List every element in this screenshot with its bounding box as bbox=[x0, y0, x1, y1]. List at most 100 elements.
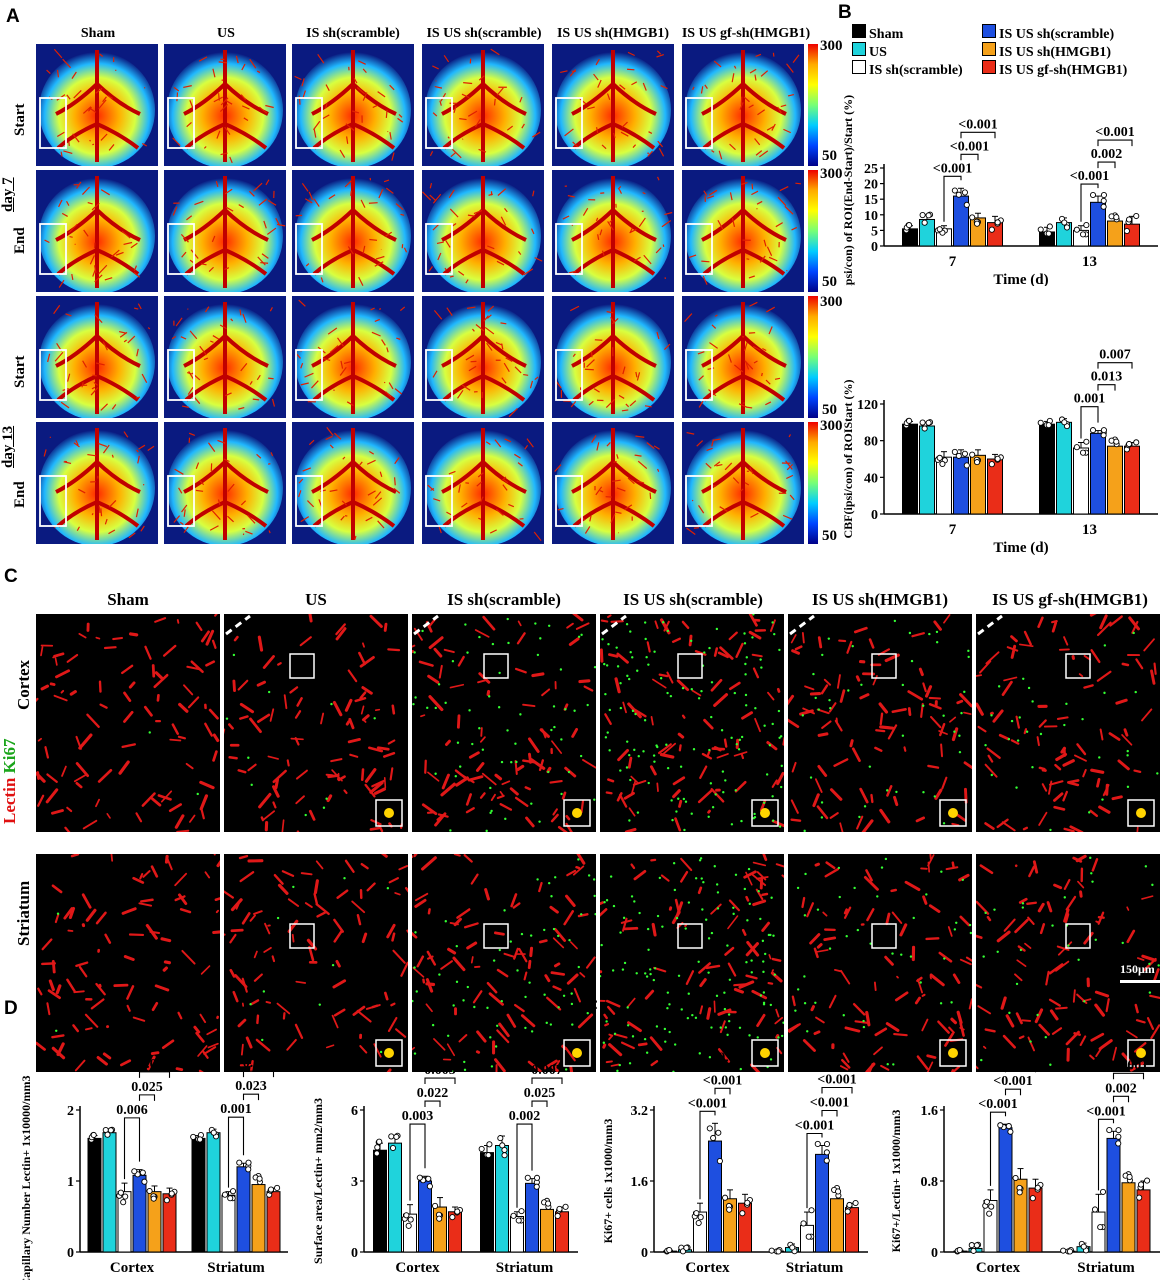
significance-bracket bbox=[1112, 1095, 1130, 1103]
legend-label: US bbox=[869, 45, 887, 60]
data-point bbox=[988, 461, 995, 468]
a-col-head: IS sh(scramble) bbox=[306, 26, 400, 41]
significance-bracket bbox=[424, 1077, 456, 1085]
legend-swatch bbox=[852, 60, 866, 74]
data-point bbox=[510, 1212, 517, 1219]
data-point bbox=[951, 187, 958, 194]
bar bbox=[936, 456, 952, 515]
data-point bbox=[744, 1199, 751, 1206]
data-point bbox=[1066, 1248, 1074, 1255]
y-tick-label: 0 bbox=[351, 1246, 358, 1261]
microscopy-tile bbox=[600, 614, 784, 832]
p-value-label: 0.006 bbox=[116, 1103, 148, 1118]
data-point bbox=[906, 417, 913, 424]
data-point bbox=[163, 1197, 170, 1204]
data-point bbox=[983, 1198, 990, 1205]
x-axis-label: Time (d) bbox=[993, 272, 1048, 286]
significance-bracket bbox=[943, 175, 962, 222]
significance-bracket bbox=[1080, 406, 1099, 439]
laser-speckle-tile bbox=[292, 170, 414, 292]
laser-speckle-tile bbox=[164, 170, 286, 292]
laser-speckle-tile bbox=[422, 296, 544, 418]
data-point bbox=[1061, 219, 1068, 226]
data-point bbox=[1060, 1247, 1067, 1254]
p-value-label: 0.001 bbox=[1074, 392, 1106, 407]
data-point bbox=[716, 1157, 723, 1165]
data-point bbox=[695, 1219, 702, 1227]
legend-label: IS sh(scramble) bbox=[869, 63, 963, 78]
y-tick-label: 20 bbox=[864, 178, 878, 193]
y-tick-label: 25 bbox=[864, 162, 878, 177]
bar bbox=[1090, 432, 1106, 515]
bar bbox=[236, 1166, 251, 1253]
data-point bbox=[426, 1183, 433, 1190]
legend-label: IS US sh(HMGB1) bbox=[999, 45, 1112, 60]
x-tick-label: Cortex bbox=[685, 1260, 730, 1276]
y-tick-label: 3.2 bbox=[631, 1104, 649, 1119]
data-point bbox=[210, 1129, 217, 1136]
data-point bbox=[994, 455, 1001, 462]
significance-bracket bbox=[1097, 161, 1116, 169]
colorbar-min-label: 50 bbox=[822, 274, 837, 290]
y-tick-label: 15 bbox=[864, 193, 878, 208]
y-tick-label: 120 bbox=[857, 398, 878, 413]
significance-bracket bbox=[960, 131, 996, 139]
bar bbox=[266, 1191, 281, 1253]
data-point bbox=[1106, 1127, 1113, 1134]
data-point bbox=[693, 1210, 700, 1217]
legend-label: IS US gf-sh(HMGB1) bbox=[999, 63, 1128, 78]
data-point bbox=[1080, 1243, 1087, 1250]
bar bbox=[525, 1182, 539, 1253]
x-tick-label: Cortex bbox=[976, 1260, 1021, 1276]
significance-bracket bbox=[1097, 1118, 1115, 1191]
data-point bbox=[697, 1214, 704, 1221]
colorbar-min-label: 50 bbox=[822, 528, 837, 544]
p-value-label: 0.025 bbox=[131, 1080, 163, 1095]
p-value-label: <0.001 bbox=[810, 1096, 849, 1111]
c-row-label: Cortex bbox=[14, 659, 33, 710]
laser-speckle-tile bbox=[292, 44, 414, 166]
data-point bbox=[1126, 216, 1133, 223]
y-axis-label: Surface area/Lectin+ mm2/mm3 bbox=[311, 1098, 325, 1264]
y-tick-label: 6 bbox=[351, 1104, 358, 1119]
data-point bbox=[122, 1193, 129, 1200]
legend-swatch bbox=[982, 24, 996, 38]
data-point bbox=[814, 1140, 821, 1148]
data-point bbox=[808, 1207, 815, 1214]
laser-speckle-tile bbox=[682, 422, 804, 544]
data-point bbox=[936, 226, 943, 233]
data-point bbox=[168, 1190, 175, 1197]
bar bbox=[708, 1140, 722, 1253]
data-point bbox=[120, 1199, 127, 1206]
laser-speckle-tile bbox=[552, 422, 674, 544]
bar bbox=[1124, 445, 1140, 515]
data-point bbox=[150, 1195, 157, 1202]
data-point bbox=[835, 1188, 842, 1195]
laser-speckle-tile bbox=[36, 296, 158, 418]
p-value-label: <0.001 bbox=[933, 161, 972, 176]
data-point bbox=[789, 1244, 796, 1251]
bar bbox=[251, 1184, 266, 1253]
laser-speckle-tile bbox=[164, 44, 286, 166]
data-point bbox=[921, 219, 928, 226]
laser-speckle-tile bbox=[36, 170, 158, 292]
data-point bbox=[485, 1152, 492, 1159]
data-point bbox=[951, 448, 958, 455]
data-point bbox=[554, 1212, 561, 1219]
significance-bracket bbox=[960, 153, 979, 161]
p-value-label: 0.002 bbox=[509, 1109, 541, 1124]
data-point bbox=[256, 1175, 263, 1182]
data-point bbox=[1007, 1128, 1014, 1135]
microscopy-tile bbox=[36, 614, 220, 832]
data-point bbox=[706, 1125, 713, 1132]
data-point bbox=[90, 1131, 97, 1139]
p-value-label: <0.001 bbox=[950, 139, 989, 154]
microscopy-tile bbox=[788, 854, 972, 1072]
data-point bbox=[823, 1157, 830, 1164]
data-point bbox=[955, 191, 962, 198]
c-stain-label: Lectin Ki67 bbox=[0, 739, 20, 824]
y-tick-label: 0 bbox=[871, 508, 878, 523]
bar bbox=[919, 425, 935, 515]
colorbar-max-label: 300 bbox=[820, 166, 843, 182]
bar bbox=[495, 1145, 509, 1253]
